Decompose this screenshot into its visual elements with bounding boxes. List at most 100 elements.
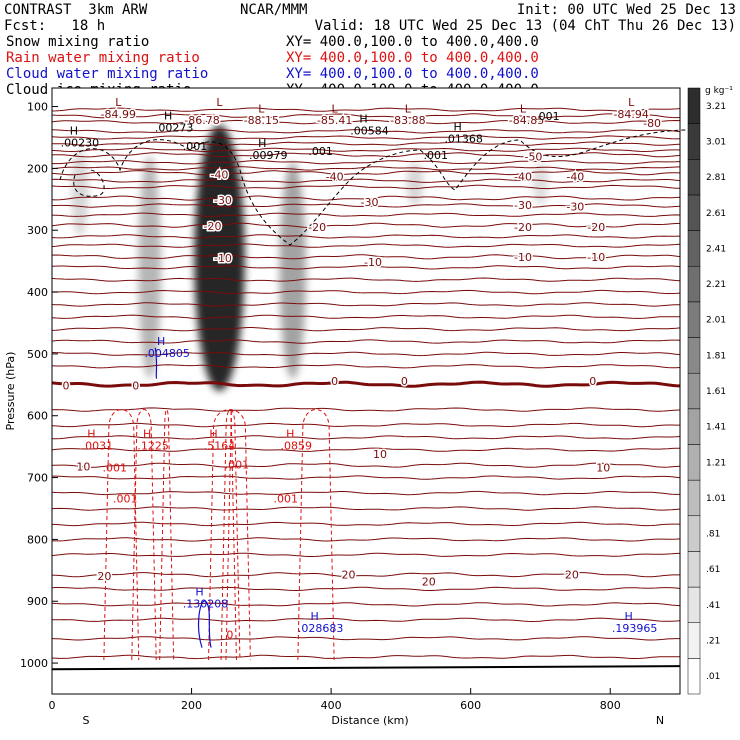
isotherm xyxy=(51,302,681,307)
field-cloud-water-xy: XY= 400.0,100.0 to 400.0,400.0 xyxy=(286,66,539,82)
isotherm xyxy=(51,314,681,320)
temperature-label: -10 xyxy=(364,256,382,269)
colorbar-swatch xyxy=(687,159,701,196)
rain-maximum-value: .0859 xyxy=(280,440,312,453)
low-marker: L xyxy=(520,103,527,116)
temperature-label: -84.85 xyxy=(509,114,544,127)
colorbar-swatch xyxy=(687,658,701,695)
temperature-label: -20 xyxy=(514,221,532,234)
ice-maximum-value: .00230 xyxy=(61,137,100,150)
cloud-water-maximum-value: .193965 xyxy=(612,622,658,635)
temperature-label: -10 xyxy=(514,251,532,264)
y-axis: 100 200 300 400 500 600 700 800 900 1000 xyxy=(20,101,58,670)
forecast-hour: Fcst: 18 h xyxy=(4,18,105,34)
cloud-water-contour xyxy=(154,347,158,379)
snow-column xyxy=(194,125,245,391)
colorbar-level-label: 1.61 xyxy=(706,387,726,397)
temperature-label: -20 xyxy=(308,221,326,234)
isotherm xyxy=(51,422,680,428)
temperature-label: -83.88 xyxy=(390,114,425,127)
ice-maximum-value: .00584 xyxy=(350,124,389,137)
colorbar-level-label: .01 xyxy=(706,672,720,682)
isotherm-labeled xyxy=(51,195,681,201)
temperature-label: 20 xyxy=(565,569,579,582)
rain-contour-label: .001 xyxy=(225,458,250,471)
valid-time: Valid: 18 UTC Wed 25 Dec 13 (04 ChT Thu … xyxy=(315,18,736,34)
cloud-water-contours xyxy=(154,347,212,648)
rain-contour-label: .001 xyxy=(274,492,299,505)
y-tick-label: 300 xyxy=(27,224,48,237)
rain-contour xyxy=(208,409,251,661)
x-tick-label: 0 xyxy=(49,699,56,712)
cloud-water-maximum-marker: H xyxy=(195,585,203,598)
y-axis-label: Pressure (hPa) xyxy=(4,352,17,431)
rain-contour xyxy=(297,409,335,661)
colorbar-swatch xyxy=(687,586,701,623)
y-tick-label: 500 xyxy=(27,348,48,361)
isotherm-labeled xyxy=(51,222,681,228)
x-axis-label: Distance (km) xyxy=(331,714,408,727)
colorbar-swatch xyxy=(687,479,701,517)
isotherm xyxy=(52,203,681,208)
temperature-contours xyxy=(51,107,681,671)
ice-maximum-value: .00273 xyxy=(155,121,194,134)
isotherm xyxy=(51,654,681,660)
snow-column xyxy=(279,162,306,379)
rain-contour xyxy=(131,409,157,661)
field-cloud-water-label: Cloud water mixing ratio xyxy=(6,66,208,82)
y-tick-label: 800 xyxy=(27,533,48,546)
isotherm xyxy=(51,636,680,641)
temperature-label: -86.78 xyxy=(184,114,219,127)
isotherm xyxy=(51,234,681,239)
snow-column xyxy=(71,149,89,237)
rain-maximum-value: .5164 xyxy=(204,440,236,453)
contour-labels: -84.99 -86.78 -88.15 -85.41 -83.88 -84.85 -84.… xyxy=(61,96,663,641)
isotherm xyxy=(52,617,681,623)
isotherm-labeled xyxy=(51,254,681,260)
temperature-label: -30 xyxy=(514,199,532,212)
temperature-label: -30 xyxy=(566,201,584,214)
ice-contour-label: .001 xyxy=(183,140,208,153)
colorbar-swatch xyxy=(687,444,701,481)
colorbar-swatch xyxy=(687,551,701,588)
plot-border xyxy=(51,87,681,695)
temperature-label: -50 xyxy=(524,151,542,164)
temperature-label: 0 xyxy=(589,375,596,388)
snow-column xyxy=(532,162,549,206)
temperature-label: -85.41 xyxy=(317,114,352,127)
colorbar-swatch xyxy=(687,194,701,231)
isotherm xyxy=(51,178,681,183)
temperature-label: 0 xyxy=(331,375,338,388)
colorbar-swatch xyxy=(687,408,701,445)
y-tick-label: 100 xyxy=(27,101,48,114)
isotherm xyxy=(51,327,681,332)
colorbar-swatch xyxy=(687,372,701,410)
colorbar-swatch xyxy=(687,265,701,303)
isotherm xyxy=(51,490,680,496)
isotherm xyxy=(51,506,681,511)
x-axis: 0 200 400 600 800 xyxy=(49,688,621,712)
temperature-label: -30 xyxy=(361,196,379,209)
temperature-label: 20 xyxy=(422,575,436,588)
ice-contour-label: .001 xyxy=(535,110,560,123)
ice-cloud-contour xyxy=(73,169,105,197)
colorbar-level-label: .61 xyxy=(706,565,720,575)
y-tick-label: 900 xyxy=(27,595,48,608)
temperature-label: -84.94 xyxy=(613,108,648,121)
colorbar-swatch xyxy=(687,123,701,160)
cloud-water-contour xyxy=(197,600,212,648)
isotherm xyxy=(52,159,681,165)
y-tick-label: 1000 xyxy=(20,657,48,670)
colorbar-swatch xyxy=(687,230,701,267)
temperature-label: 0 xyxy=(132,379,139,392)
cloud-water-maximum-value: .130208 xyxy=(183,597,229,610)
model-title: CONTRAST 3km ARW xyxy=(4,2,148,18)
rain-contour-label: .001 xyxy=(113,492,138,505)
ice-contour-label: .001 xyxy=(424,149,449,162)
low-marker: L xyxy=(628,96,635,109)
rain-maximum-value: .1225 xyxy=(137,440,169,453)
isotherm xyxy=(51,521,680,527)
rain-maximum-marker: H xyxy=(286,428,294,441)
temperature-label: -84.99 xyxy=(101,108,136,121)
